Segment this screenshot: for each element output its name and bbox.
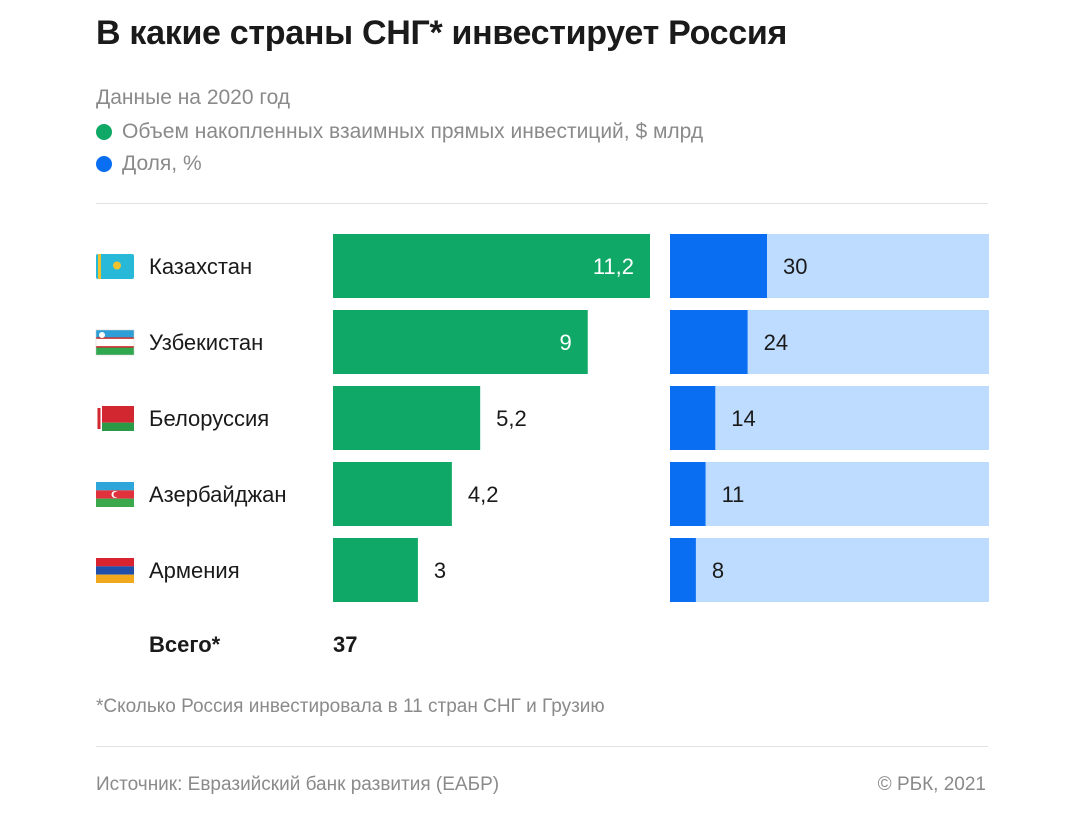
copyright: © РБК, 2021	[877, 774, 986, 795]
volume-bar	[333, 462, 452, 526]
share-bar-track	[670, 538, 989, 602]
divider-bottom	[96, 746, 988, 747]
share-bar-track	[670, 462, 989, 526]
chart-row: Белоруссия 5,2 14	[96, 386, 989, 450]
share-value-label: 24	[764, 330, 788, 355]
flag-stripe	[96, 558, 134, 567]
volume-bar	[333, 386, 481, 450]
volume-value-label: 11,2	[593, 254, 634, 279]
legend-item-volume: Объем накопленных взаимных прямых инвест…	[96, 120, 703, 144]
flag-ornament	[98, 254, 101, 279]
belarus-flag-icon	[96, 406, 134, 431]
share-bar	[670, 386, 716, 450]
share-value-label: 30	[783, 254, 807, 279]
country-label: Азербайджан	[149, 482, 287, 507]
flag-stripe	[96, 498, 134, 507]
flag-ornament	[97, 408, 101, 429]
share-bar	[670, 234, 767, 298]
legend-label-volume: Объем накопленных взаимных прямых инвест…	[122, 120, 704, 143]
volume-value-label: 3	[434, 558, 446, 583]
share-value-label: 14	[731, 406, 755, 431]
flag-stripe	[96, 574, 134, 583]
flag-crescent	[99, 332, 105, 338]
volume-bar	[333, 538, 418, 602]
flag-stripe	[96, 330, 134, 339]
legend-dot-blue-icon	[96, 156, 112, 172]
kazakhstan-flag-icon	[96, 254, 134, 279]
country-label: Узбекистан	[149, 330, 263, 355]
share-value-label: 8	[712, 558, 724, 583]
azerbaijan-flag-icon	[96, 482, 134, 507]
volume-value-label: 4,2	[468, 482, 499, 507]
volume-value-label: 5,2	[496, 406, 527, 431]
country-label: Белоруссия	[149, 406, 269, 431]
chart-row: Казахстан 11,2 30	[96, 234, 989, 298]
chart-subtitle: Данные на 2020 год	[96, 86, 291, 109]
flag-line	[96, 337, 134, 339]
total-label: Всего*	[149, 632, 221, 657]
share-value-label: 11	[722, 482, 745, 507]
flag-stripe	[96, 482, 134, 491]
legend-label-share: Доля, %	[122, 152, 202, 175]
flag-stripe	[96, 406, 134, 423]
uzbekistan-flag-icon	[95, 329, 135, 356]
chart-row: Узбекистан 9 24	[95, 310, 989, 374]
flag-stripe	[96, 566, 134, 575]
source-note: Источник: Евразийский банк развития (ЕАБ…	[96, 774, 500, 795]
country-label: Казахстан	[149, 254, 252, 279]
legend-item-share: Доля, %	[96, 152, 202, 176]
chart-row: Армения 3 8	[96, 538, 989, 602]
legend-dot-green-icon	[96, 124, 112, 140]
flag-stripe	[96, 338, 134, 347]
total-value: 37	[333, 632, 358, 657]
share-bar-track	[670, 386, 989, 450]
flag-sun	[113, 261, 121, 270]
share-bar	[670, 462, 706, 526]
flag-stripe	[96, 422, 134, 431]
chart-title: В какие страны СНГ* инвестирует Россия	[96, 14, 787, 52]
flag-crescent-cut	[113, 491, 119, 498]
armenia-flag-icon	[96, 558, 134, 583]
chart-row: Азербайджан 4,2 11	[96, 462, 989, 526]
volume-bar	[333, 310, 588, 374]
share-bar	[670, 310, 748, 374]
flag-border	[95, 329, 135, 356]
divider-top	[96, 203, 988, 204]
volume-value-label: 9	[559, 330, 571, 355]
footnote: *Сколько Россия инвестировала в 11 стран…	[96, 696, 605, 717]
volume-bar	[333, 234, 650, 298]
share-bar	[670, 538, 696, 602]
flag-line	[96, 346, 134, 348]
country-label: Армения	[149, 558, 240, 583]
flag-stripe	[96, 346, 134, 355]
